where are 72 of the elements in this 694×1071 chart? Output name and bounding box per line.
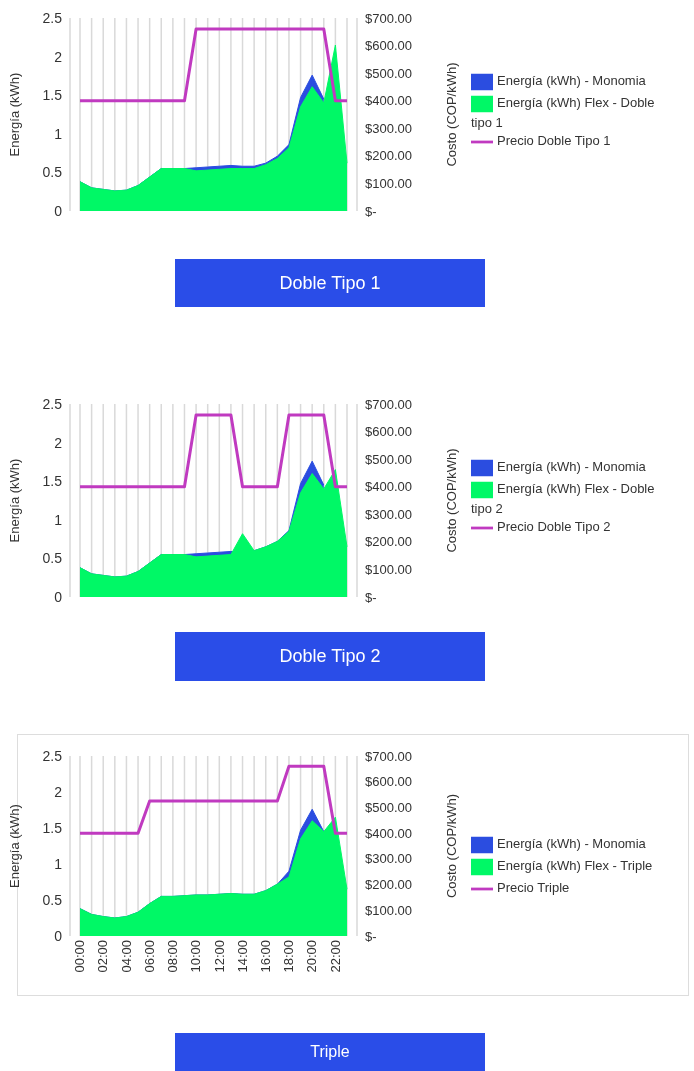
y-tick-label: 1.5 [42, 473, 63, 490]
x-tick-label: 00:00 [72, 940, 88, 973]
x-tick-label: 06:00 [141, 940, 157, 973]
x-tick-label: 16:00 [257, 940, 273, 973]
y-tick-label: 0 [54, 927, 63, 944]
y2-tick-label: $500.00 [365, 451, 412, 467]
y2-tick-label: $600.00 [365, 38, 412, 54]
y-tick-label: 2.5 [42, 395, 63, 412]
x-tick-label: 04:00 [118, 940, 134, 973]
x-tick-label: 22:00 [327, 940, 343, 973]
y-tick-label: 0 [54, 588, 63, 605]
y2-tick-label: $700.00 [365, 396, 412, 412]
y2-tick-label: $- [365, 589, 377, 605]
y2-tick-label: $400.00 [365, 825, 412, 841]
y2-tick-label: $200.00 [365, 877, 412, 893]
x-tick-label: 18:00 [281, 940, 297, 973]
y2-tick-label: $200.00 [365, 534, 412, 550]
y2-tick-label: $600.00 [365, 774, 412, 790]
y2-tick-label: $600.00 [365, 424, 412, 440]
y2-tick-label: $300.00 [365, 851, 412, 867]
y-tick-label: 2.5 [42, 9, 63, 26]
y2-tick-label: $500.00 [365, 800, 412, 816]
x-tick-label: 08:00 [165, 940, 181, 973]
y-tick-label: 2 [54, 434, 63, 451]
text: Doble Tipo 1 [175, 259, 485, 307]
y-tick-label: 2.5 [42, 747, 63, 764]
y2-tick-label: $700.00 [365, 748, 412, 764]
y-tick-label: 1 [54, 855, 63, 872]
legend-label: Energía (kWh) - Monomia [497, 72, 646, 88]
y-tick-label: 0.5 [42, 164, 63, 181]
y-tick-label: 1.5 [42, 819, 63, 836]
y2-tick-label: $700.00 [365, 10, 412, 26]
y2-tick-label: $400.00 [365, 93, 412, 109]
y2-tick-label: $300.00 [365, 506, 412, 522]
y2-tick-label: $300.00 [365, 120, 412, 136]
legend-label: Energía (kWh) Flex - Triple [497, 858, 653, 874]
text: Triple [175, 1033, 485, 1071]
y-tick-label: 1 [54, 511, 63, 528]
legend-label: Energía (kWh) Flex - Doble tipo 1 [471, 94, 655, 130]
y-axis-title: Energía (kWh) [6, 804, 22, 888]
y2-tick-label: $400.00 [365, 479, 412, 495]
y2-axis-title: Costo (COP/kWh) [443, 793, 459, 899]
y-tick-label: 0 [54, 202, 63, 219]
legend-label: Precio Triple [497, 880, 570, 896]
y2-tick-label: $100.00 [365, 902, 412, 918]
text: Doble Tipo 2 [175, 632, 485, 681]
legend-label: Energía (kWh) - Monomia [497, 836, 646, 852]
y2-tick-label: $100.00 [365, 562, 412, 578]
y2-axis-title: Costo (COP/kWh) [443, 62, 459, 167]
legend-label: Energía (kWh) Flex - Doble tipo 2 [471, 480, 655, 516]
legend-label: Precio Doble Tipo 1 [497, 132, 611, 148]
x-tick-label: 02:00 [95, 940, 111, 973]
x-tick-label: 20:00 [304, 940, 320, 973]
y-tick-label: 2 [54, 783, 63, 800]
y-axis-title: Energía (kWh) [6, 458, 22, 543]
legend-label: Energía (kWh) - Monomia [497, 458, 646, 474]
legend-label: Precio Doble Tipo 2 [497, 518, 611, 534]
y-tick-label: 1 [54, 125, 63, 142]
x-tick-label: 14:00 [234, 940, 250, 973]
y2-axis-title: Costo (COP/kWh) [443, 448, 459, 553]
x-tick-label: 10:00 [188, 940, 204, 973]
y-tick-label: 0.5 [42, 550, 63, 567]
y-tick-label: 1.5 [42, 87, 63, 104]
y2-tick-label: $100.00 [365, 176, 412, 192]
y2-tick-label: $200.00 [365, 148, 412, 164]
y-tick-label: 0.5 [42, 891, 63, 908]
y2-tick-label: $- [365, 928, 377, 944]
y2-tick-label: $- [365, 203, 377, 219]
x-tick-label: 12:00 [211, 940, 227, 973]
y-axis-title: Energía (kWh) [6, 72, 22, 157]
y-tick-label: 2 [54, 48, 63, 65]
y2-tick-label: $500.00 [365, 65, 412, 81]
